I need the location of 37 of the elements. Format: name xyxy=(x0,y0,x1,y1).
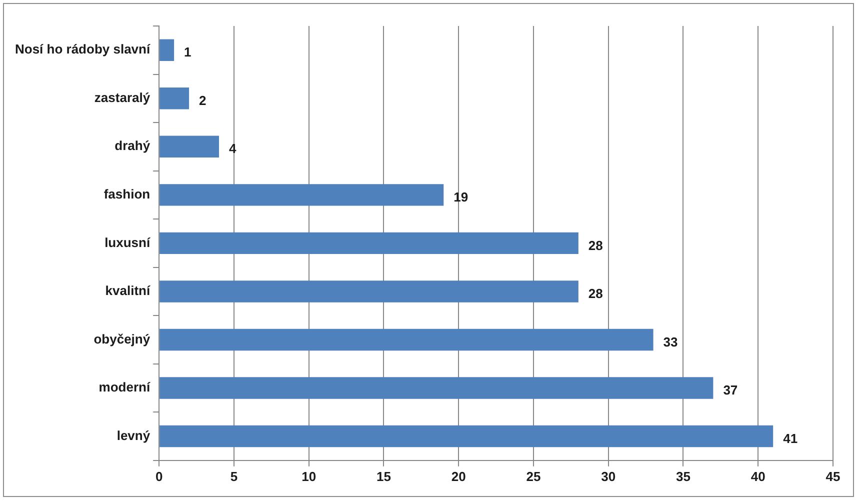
y-tick-label: luxusní xyxy=(104,234,150,250)
y-tick-label: kvalitní xyxy=(105,283,150,298)
y-tick-label: obyčejný xyxy=(94,331,151,346)
data-label: 19 xyxy=(454,190,468,205)
y-tick-label: zastaralý xyxy=(94,90,151,105)
x-tick-label: 0 xyxy=(155,468,163,484)
y-tick-label: fashion xyxy=(104,186,150,202)
x-tick-label: 15 xyxy=(376,468,391,484)
x-tick-label: 30 xyxy=(601,468,616,484)
bar xyxy=(160,88,190,110)
data-label: 1 xyxy=(184,44,192,60)
y-tick-label: drahý xyxy=(114,138,151,154)
bar xyxy=(160,328,654,351)
data-label: 4 xyxy=(228,141,237,156)
x-tick-label: 40 xyxy=(750,468,766,484)
bar xyxy=(160,232,578,254)
bar xyxy=(160,39,174,61)
bar xyxy=(160,377,714,399)
x-tick-label: 25 xyxy=(526,468,541,484)
x-tick-label: 10 xyxy=(302,468,316,484)
data-label: 28 xyxy=(588,286,603,302)
x-tick-label: 45 xyxy=(826,468,840,484)
y-tick-label: Nosí ho rádoby slavní xyxy=(14,42,150,57)
data-label: 41 xyxy=(783,430,798,446)
data-label: 28 xyxy=(588,238,603,253)
bar xyxy=(160,136,219,158)
data-label: 2 xyxy=(199,92,206,108)
bar xyxy=(160,280,578,302)
data-label: 37 xyxy=(723,382,738,398)
bar xyxy=(160,425,774,448)
x-tick-label: 35 xyxy=(676,468,690,484)
bar xyxy=(160,184,444,206)
x-tick-label: 5 xyxy=(230,468,238,484)
y-tick-label: levný xyxy=(116,428,151,443)
x-tick-label: 20 xyxy=(451,468,466,484)
data-label: 33 xyxy=(663,334,678,350)
y-tick-label: moderní xyxy=(98,380,150,395)
